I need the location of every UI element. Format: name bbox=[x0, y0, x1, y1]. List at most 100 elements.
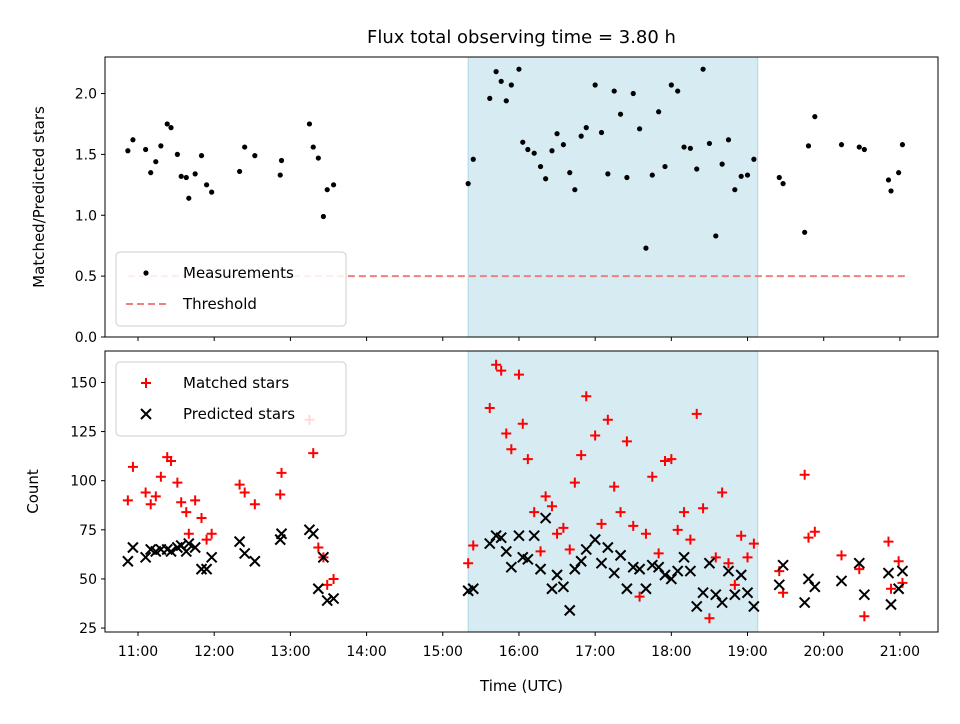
bottom-y-tick-label: 75 bbox=[79, 523, 97, 539]
bottom-series-1-point bbox=[238, 547, 251, 560]
bottom-series-0-point bbox=[653, 548, 664, 559]
top-series-0-point bbox=[520, 139, 526, 145]
bottom-series-1-point bbox=[189, 541, 201, 554]
bottom-series-1-point bbox=[557, 581, 570, 593]
bottom-series-0-point bbox=[463, 558, 474, 569]
bottom-series-0-point bbox=[883, 536, 894, 547]
bottom-series-0-point bbox=[809, 526, 820, 537]
bottom-series-0-point bbox=[155, 471, 166, 482]
top-series-0-point bbox=[805, 143, 812, 149]
bottom-series-1-point bbox=[595, 557, 608, 569]
bottom-series-1-point bbox=[671, 565, 684, 577]
bottom-series-1-point bbox=[858, 588, 871, 601]
bottom-series-0-point bbox=[206, 528, 217, 539]
x-tick-label: 19:00 bbox=[727, 644, 767, 660]
bottom-legend-swatch bbox=[140, 408, 152, 420]
top-series-0-point bbox=[630, 90, 636, 97]
bottom-series-1-point bbox=[684, 565, 697, 577]
bottom-series-1-point bbox=[809, 581, 821, 593]
bottom-series-1-point bbox=[233, 535, 246, 548]
bottom-series-1-point bbox=[896, 565, 909, 577]
x-tick-label: 15:00 bbox=[423, 644, 463, 660]
bottom-series-1-point bbox=[205, 551, 218, 564]
top-series-0-point bbox=[549, 148, 555, 154]
top-series-0-point bbox=[856, 144, 862, 150]
top-panel-y-axis-label: Matched/Predicted stars bbox=[30, 106, 48, 288]
top-series-0-point bbox=[516, 66, 522, 72]
bottom-series-0-point bbox=[501, 428, 512, 439]
bottom-y-tick-label: 100 bbox=[70, 474, 97, 490]
bottom-series-1-point bbox=[522, 553, 534, 566]
x-axis-label: Time (UTC) bbox=[479, 677, 563, 695]
bottom-series-0-point bbox=[729, 579, 740, 590]
bottom-series-1-point bbox=[665, 573, 678, 585]
bottom-series-0-point bbox=[517, 418, 528, 429]
top-series-0-point bbox=[738, 173, 744, 179]
bottom-series-1-point bbox=[307, 528, 319, 540]
bottom-series-0-point bbox=[313, 542, 324, 553]
bottom-series-0-point bbox=[529, 507, 540, 518]
bottom-series-0-point bbox=[774, 566, 785, 577]
bottom-series-1-point bbox=[703, 557, 716, 569]
chart-title: Flux total observing time = 3.80 h bbox=[367, 27, 676, 48]
bottom-y-tick-label: 150 bbox=[70, 375, 97, 391]
bottom-series-1-point bbox=[589, 533, 601, 546]
x-tick-label: 14:00 bbox=[346, 644, 386, 660]
bottom-series-1-point bbox=[798, 596, 811, 609]
top-series-0-point bbox=[888, 188, 894, 194]
top-series-0-point bbox=[209, 189, 215, 195]
bottom-series-0-point bbox=[596, 518, 607, 529]
bottom-series-1-point bbox=[678, 551, 690, 564]
top-series-0-point bbox=[706, 140, 713, 147]
bottom-series-0-point bbox=[468, 540, 479, 551]
x-tick-label: 18:00 bbox=[651, 644, 691, 660]
bottom-series-1-point bbox=[748, 600, 760, 613]
top-series-0-point bbox=[560, 142, 567, 148]
bottom-series-0-point bbox=[799, 469, 810, 480]
top-series-0-point bbox=[252, 153, 258, 159]
top-series-0-point bbox=[861, 146, 867, 153]
bottom-series-0-point bbox=[836, 550, 847, 561]
top-series-0-point bbox=[203, 182, 210, 188]
top-series-0-point bbox=[465, 181, 471, 187]
bottom-series-1-point bbox=[569, 563, 581, 575]
top-series-0-point bbox=[598, 129, 605, 136]
bottom-series-0-point bbox=[183, 528, 194, 539]
bottom-series-1-point bbox=[127, 541, 139, 554]
bottom-series-1-point bbox=[312, 583, 325, 595]
bottom-y-tick-label: 50 bbox=[79, 572, 97, 588]
bottom-series-1-point bbox=[602, 541, 614, 554]
bottom-series-0-point bbox=[659, 456, 670, 467]
bottom-series-1-point bbox=[500, 545, 512, 558]
bottom-series-1-point bbox=[633, 563, 646, 575]
bottom-series-0-point bbox=[576, 450, 587, 461]
top-y-tick-label: 1.5 bbox=[75, 147, 97, 163]
bottom-series-0-point bbox=[275, 489, 286, 500]
top-series-0-point bbox=[572, 187, 578, 193]
top-series-0-point bbox=[838, 142, 845, 148]
x-tick-label: 11:00 bbox=[118, 644, 158, 660]
bottom-series-1-point bbox=[505, 561, 518, 573]
top-series-0-point bbox=[605, 171, 611, 177]
bottom-series-1-point bbox=[467, 583, 479, 595]
bottom-series-1-point bbox=[249, 555, 261, 567]
top-series-0-point bbox=[192, 171, 198, 177]
bottom-series-0-point bbox=[150, 491, 161, 502]
top-series-0-point bbox=[498, 78, 504, 84]
bottom-series-0-point bbox=[535, 546, 546, 557]
bottom-series-0-point bbox=[666, 454, 677, 465]
top-series-0-point bbox=[624, 174, 630, 181]
top-series-0-point bbox=[525, 146, 531, 153]
top-series-0-point bbox=[508, 82, 514, 88]
bottom-series-0-point bbox=[897, 577, 908, 588]
bottom-series-1-point bbox=[777, 559, 789, 571]
bottom-series-0-point bbox=[172, 477, 183, 488]
bottom-series-1-point bbox=[729, 588, 741, 601]
bottom-series-0-point bbox=[522, 454, 533, 465]
bottom-panel-highlight-span bbox=[467, 350, 759, 633]
plot-layer: 0.0 0.5 1.0 1.5 2.0 Measurements Threshold 25 50… bbox=[70, 56, 939, 660]
bottom-series-1-point bbox=[853, 557, 865, 569]
top-series-0-point bbox=[611, 88, 617, 94]
top-series-0-point bbox=[700, 66, 706, 72]
